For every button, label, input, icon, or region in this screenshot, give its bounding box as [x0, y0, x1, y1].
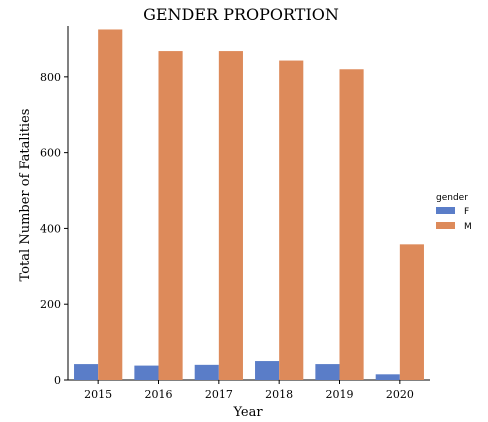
legend-swatch-M: [436, 222, 455, 229]
bar-M-2019: [339, 69, 364, 381]
y-tick-label: 400: [40, 222, 61, 235]
x-tick-label: 2017: [205, 388, 233, 401]
legend: gender FM: [436, 193, 472, 232]
chart-title: GENDER PROPORTION: [143, 5, 339, 24]
bar-F-2020: [375, 374, 400, 380]
bar-F-2015: [74, 364, 99, 380]
bars: [74, 29, 424, 381]
x-axis: 2015 2016 2017 2018 2019 2020: [68, 379, 430, 401]
x-tick-label: 2018: [265, 388, 293, 401]
legend-label-M: M: [464, 222, 472, 232]
x-tick-label: 2020: [386, 388, 414, 401]
x-axis-label: Year: [232, 405, 263, 420]
x-tick-label: 2015: [84, 388, 112, 401]
bar-M-2020: [399, 244, 424, 380]
y-axis: 0 200 400 600 800: [40, 26, 69, 387]
bar-M-2016: [158, 51, 183, 381]
bar-M-2017: [218, 51, 243, 381]
bar-M-2015: [98, 29, 123, 380]
bar-F-2016: [134, 365, 159, 380]
bar-F-2017: [194, 364, 219, 380]
legend-label-F: F: [464, 207, 469, 217]
x-tick-label: 2016: [145, 388, 173, 401]
legend-swatch-F: [436, 207, 455, 214]
legend-title: gender: [436, 193, 468, 203]
bar-F-2018: [255, 361, 280, 380]
y-tick-label: 200: [40, 298, 61, 311]
y-tick-label: 0: [54, 374, 61, 387]
bar-M-2018: [279, 60, 304, 381]
bar-F-2019: [315, 364, 340, 380]
y-axis-label: Total Number of Fatalities: [18, 109, 33, 282]
y-tick-label: 600: [40, 147, 61, 160]
y-tick-label: 800: [40, 71, 61, 84]
x-tick-label: 2019: [326, 388, 354, 401]
